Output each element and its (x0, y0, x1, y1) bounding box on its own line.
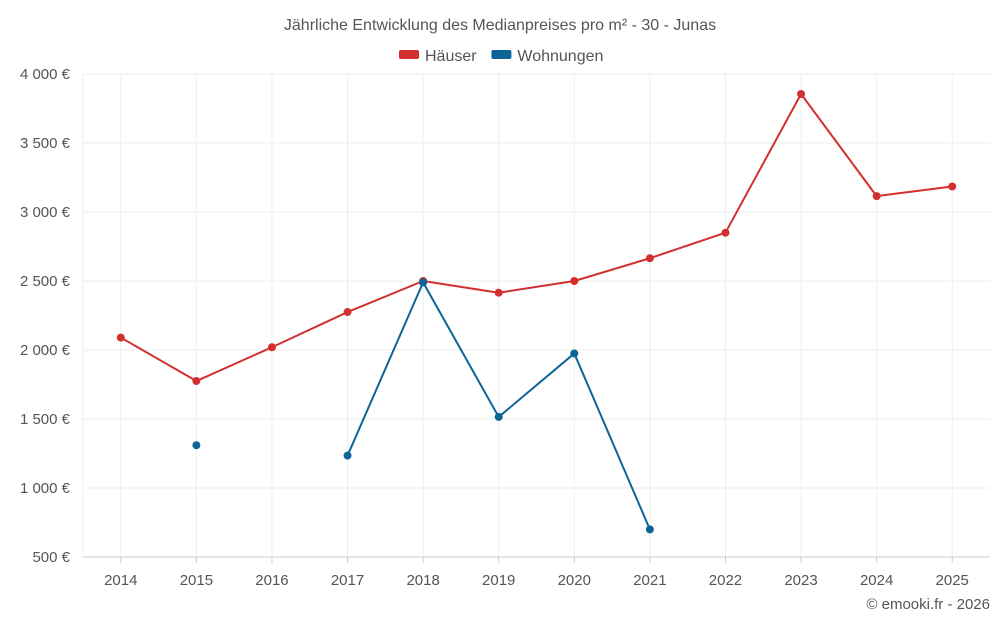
legend: Häuser Wohnungen (399, 48, 603, 65)
data-point[interactable] (192, 377, 201, 386)
y-tick-label: 1 000 € (20, 480, 71, 497)
data-point[interactable] (494, 288, 503, 297)
series-2 (192, 278, 654, 534)
y-tick-label: 500 € (32, 549, 70, 566)
data-point[interactable] (494, 412, 503, 421)
series-1 (116, 90, 957, 386)
data-point[interactable] (419, 278, 428, 287)
data-point[interactable] (570, 349, 579, 358)
series-lines (116, 90, 957, 534)
data-point[interactable] (570, 277, 579, 285)
y-tick-label: 3 500 € (20, 135, 71, 152)
series-line (120, 93, 953, 383)
y-tick-label: 4 000 € (20, 66, 71, 83)
x-tick-label: 2014 (104, 572, 137, 589)
data-point[interactable] (948, 182, 957, 191)
x-tick-label: 2015 (180, 572, 213, 589)
y-tick-label: 2 500 € (20, 273, 71, 290)
x-tick-label: 2019 (482, 572, 515, 589)
data-point[interactable] (267, 343, 276, 352)
data-point[interactable] (343, 451, 352, 460)
x-tick-label: 2025 (936, 572, 969, 589)
x-axis: 2014 2015 2016 2017 2018 2019 2020 2021 2022 2023… (83, 556, 990, 589)
y-tick-label: 1 500 € (20, 411, 71, 428)
x-tick-label: 2016 (255, 572, 288, 589)
legend-item[interactable]: Wohnungen (491, 48, 603, 65)
x-tick-label: 2017 (331, 572, 364, 589)
legend-label: Häuser (425, 48, 477, 65)
x-tick-label: 2022 (709, 572, 742, 589)
data-point[interactable] (343, 308, 352, 317)
data-point[interactable] (116, 333, 125, 342)
legend-swatch (491, 50, 512, 59)
y-tick-label: 3 000 € (20, 204, 71, 221)
credit-text: © emooki.fr - 2026 (866, 596, 990, 613)
x-tick-label: 2023 (784, 572, 817, 589)
x-tick-label: 2018 (406, 572, 439, 589)
x-tick-label: 2020 (558, 572, 591, 589)
y-axis: 500 € 1 000 € 1 500 € 2 000 € 2 500 € 3 000 €… (20, 66, 71, 566)
grid-lines (82, 73, 990, 557)
data-point[interactable] (645, 254, 654, 263)
legend-swatch (399, 50, 419, 59)
data-point[interactable] (721, 228, 730, 237)
data-point[interactable] (797, 90, 806, 99)
x-tick-label: 2024 (860, 572, 893, 589)
y-tick-label: 2 000 € (20, 342, 71, 359)
legend-label: Wohnungen (517, 48, 603, 65)
legend-item[interactable]: Häuser (399, 48, 477, 65)
data-point[interactable] (192, 441, 201, 450)
x-tick-label: 2021 (633, 572, 666, 589)
data-point[interactable] (645, 525, 654, 534)
data-point[interactable] (872, 192, 881, 201)
chart-title: Jährliche Entwicklung des Medianpreises … (284, 17, 716, 34)
